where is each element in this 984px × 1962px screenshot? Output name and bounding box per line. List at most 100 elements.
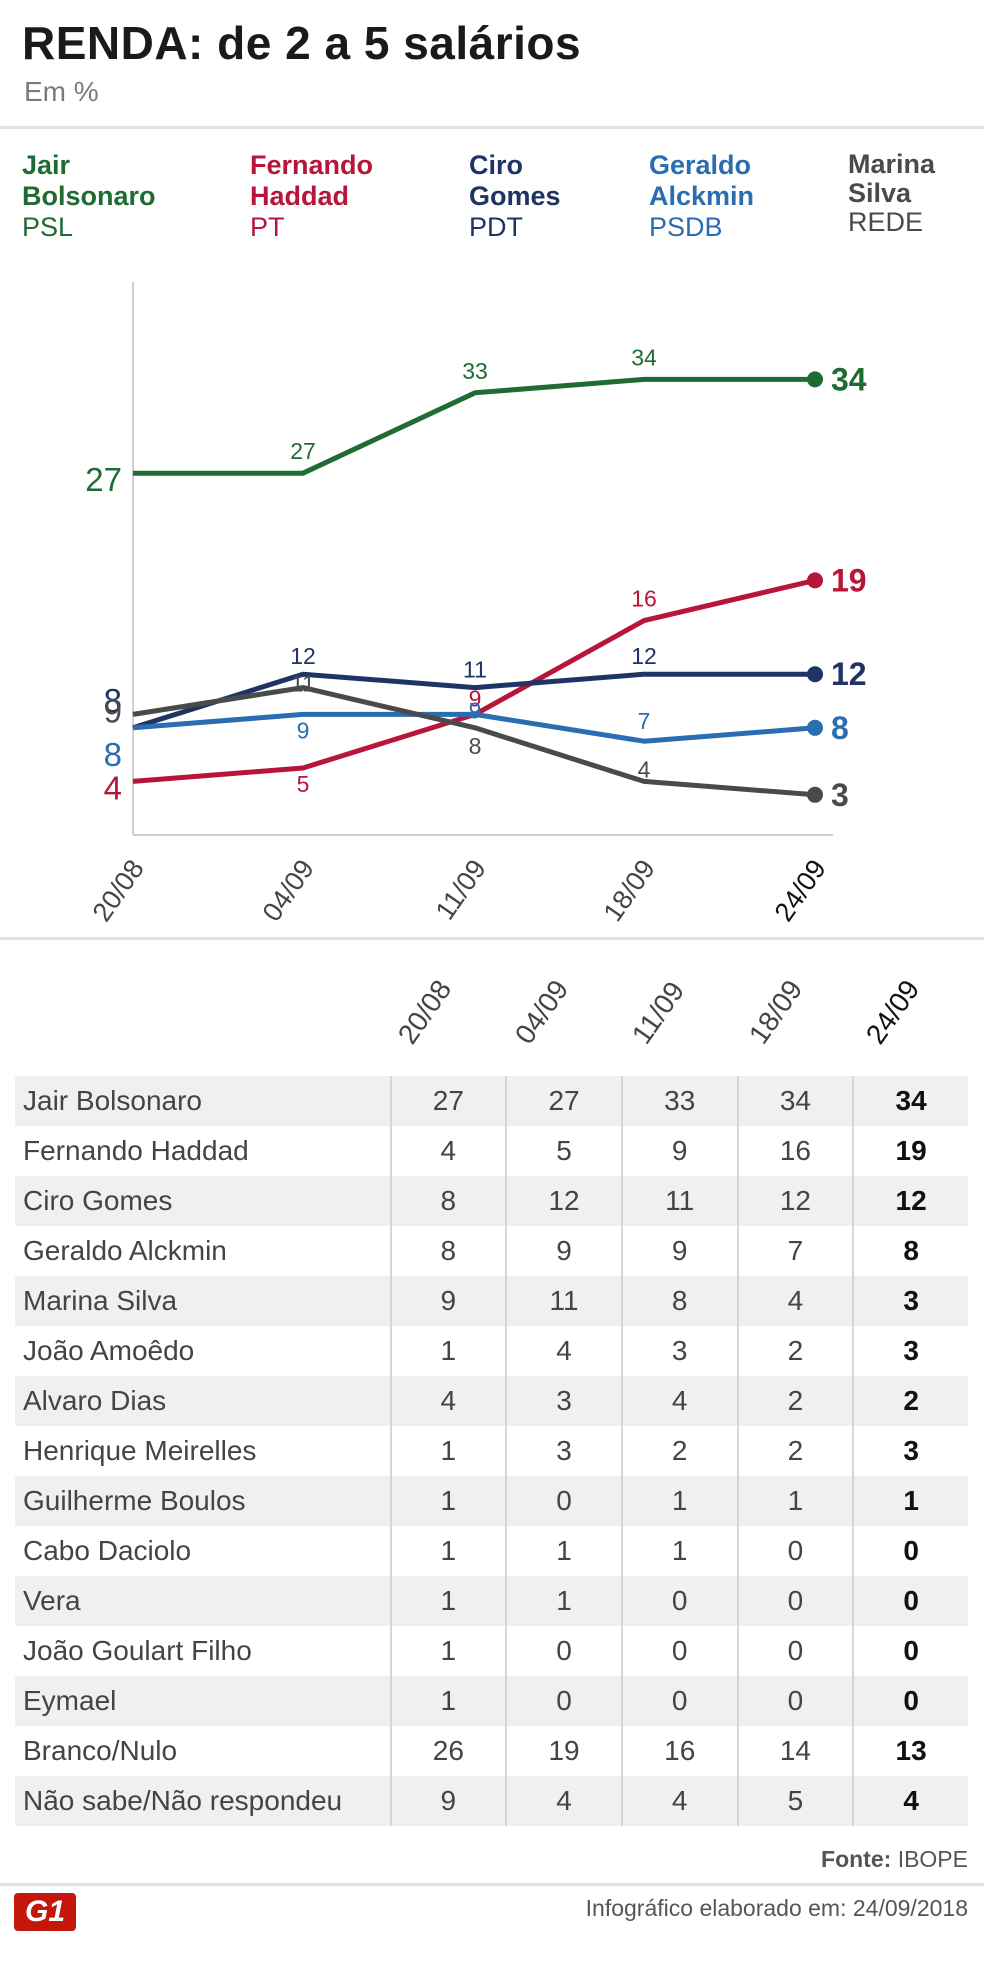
data-point-label: 7 <box>638 708 651 734</box>
x-tick-label: 11/09 <box>430 854 492 925</box>
legend-name-line2: Silva <box>848 178 912 208</box>
table-row: Vera 1 1 0 0 0 <box>15 1576 968 1626</box>
legend-name-line1: Geraldo <box>649 150 752 180</box>
candidate-name: Não sabe/Não respondeu <box>15 1776 391 1826</box>
legend-party: PDT <box>469 212 523 242</box>
table-cell: 8 <box>389 1226 507 1276</box>
series-line <box>133 376 815 476</box>
candidate-name: Fernando Haddad <box>23 1135 249 1166</box>
table-cell: 0 <box>736 1676 854 1726</box>
candidate-name: Eymael <box>15 1676 391 1726</box>
table-cell: 4 <box>620 1776 738 1826</box>
legend-name-line2: Gomes <box>469 181 561 211</box>
table-cell: 14 <box>736 1726 854 1776</box>
table-column-header: 11/09 <box>625 975 691 1050</box>
end-value-label: 12 <box>831 656 867 692</box>
table-cell: 9 <box>620 1126 738 1176</box>
table-cell: 26 <box>389 1726 507 1776</box>
end-value-label: 19 <box>831 562 867 598</box>
x-tick-label: 04/09 <box>257 854 320 927</box>
legend-item-bolsonaro: Jair Bolsonaro PSL <box>22 150 156 243</box>
table-cell: 1 <box>389 1426 507 1476</box>
table-cell: 8 <box>620 1276 738 1326</box>
table-cell: 19 <box>505 1726 622 1776</box>
end-point-marker <box>807 719 823 736</box>
candidate-name: João Goulart Filho <box>23 1635 252 1666</box>
page-title: RENDA: de 2 a 5 salários <box>22 17 582 69</box>
table-cell: 11 <box>505 1276 622 1326</box>
table-cell: 33 <box>620 1076 738 1126</box>
table-cell: 1 <box>389 1526 507 1576</box>
page-subtitle: Em % <box>24 76 99 107</box>
table-cell: 2 <box>736 1376 854 1426</box>
table-cell: 1 <box>389 1576 507 1626</box>
table-cell: 0 <box>620 1626 738 1676</box>
credit-note: Infográfico elaborado em: 24/09/2018 <box>585 1895 968 1921</box>
start-value-label: 4 <box>104 769 122 806</box>
table-cell: 1 <box>389 1476 507 1526</box>
table-cell: 19 <box>852 1126 968 1176</box>
table-cell: 4 <box>620 1376 738 1426</box>
end-point-marker <box>807 786 823 803</box>
candidate-name: Alvaro Dias <box>15 1376 391 1426</box>
table-cell: 9 <box>505 1226 622 1276</box>
table-cell: 5 <box>736 1776 854 1826</box>
table-column-header: 24/09 <box>859 974 926 1050</box>
table-cell: 9 <box>389 1776 507 1826</box>
legend-party: PT <box>250 212 285 242</box>
table-cell: 2 <box>852 1376 968 1426</box>
table-cell: 8 <box>852 1226 968 1276</box>
table-row: Fernando Haddad 4 5 9 16 19 <box>15 1126 968 1176</box>
table-row: Alvaro Dias 4 3 4 2 2 <box>15 1376 968 1426</box>
legend-item-marina: Marina Silva REDE <box>848 150 935 237</box>
table-cell: 12 <box>505 1176 622 1226</box>
table-cell: 3 <box>505 1376 622 1426</box>
source-value: IBOPE <box>897 1846 968 1872</box>
table-cell: 0 <box>620 1576 738 1626</box>
end-value-label: 8 <box>831 710 849 746</box>
table-row: Marina Silva 9 11 8 4 3 <box>15 1276 968 1326</box>
table-row: Henrique Meirelles 1 3 2 2 3 <box>15 1426 968 1476</box>
table-cell: 12 <box>736 1176 854 1226</box>
start-value-label: 8 <box>104 682 122 719</box>
start-value-label: 27 <box>85 461 122 498</box>
table-cell: 0 <box>852 1526 968 1576</box>
table-cell: 4 <box>505 1776 622 1826</box>
table-cell: 4 <box>389 1126 507 1176</box>
candidate-name: Jair Bolsonaro <box>15 1076 391 1126</box>
divider <box>0 937 984 940</box>
legend-name-line2: Alckmin <box>649 181 755 211</box>
table-cell: 0 <box>505 1476 622 1526</box>
table-cell: 3 <box>620 1326 738 1376</box>
divider <box>0 126 984 129</box>
start-value-label: 9 <box>104 692 122 729</box>
table-cell: 4 <box>389 1376 507 1426</box>
legend-item-alckmin: Geraldo Alckmin PSDB <box>649 150 754 243</box>
table-cell: 2 <box>736 1326 854 1376</box>
source-note: Fonte: IBOPE <box>821 1846 968 1873</box>
data-point-label: 9 <box>297 717 310 743</box>
table-cell: 1 <box>505 1576 622 1626</box>
table-cell: 0 <box>852 1676 968 1726</box>
divider <box>0 1883 984 1886</box>
table-cell: 1 <box>389 1626 507 1676</box>
legend-name-line1: Ciro <box>469 150 523 180</box>
table-cell: 27 <box>389 1076 507 1126</box>
table-row: Não sabe/Não respondeu 9 4 4 5 4 <box>15 1776 968 1826</box>
table-cell: 0 <box>620 1676 738 1726</box>
table-cell: 8 <box>389 1176 507 1226</box>
table-column-header: 04/09 <box>508 974 575 1050</box>
table-cell: 3 <box>505 1426 622 1476</box>
table-cell: 0 <box>505 1676 622 1726</box>
table-cell: 0 <box>736 1526 854 1576</box>
legend-name-line1: Jair <box>22 150 71 180</box>
table-cell: 2 <box>620 1426 738 1476</box>
data-point-label: 11 <box>291 671 315 697</box>
candidate-name: Guilherme Boulos <box>15 1476 391 1526</box>
data-point-label: 16 <box>631 586 657 612</box>
legend-party: PSDB <box>649 212 723 242</box>
data-point-label: 4 <box>638 756 651 782</box>
data-point-label: 9 <box>469 697 482 723</box>
data-point-label: 33 <box>462 358 488 384</box>
chart-legend: Jair Bolsonaro PSL Fernando Haddad PT Ci… <box>0 150 984 250</box>
